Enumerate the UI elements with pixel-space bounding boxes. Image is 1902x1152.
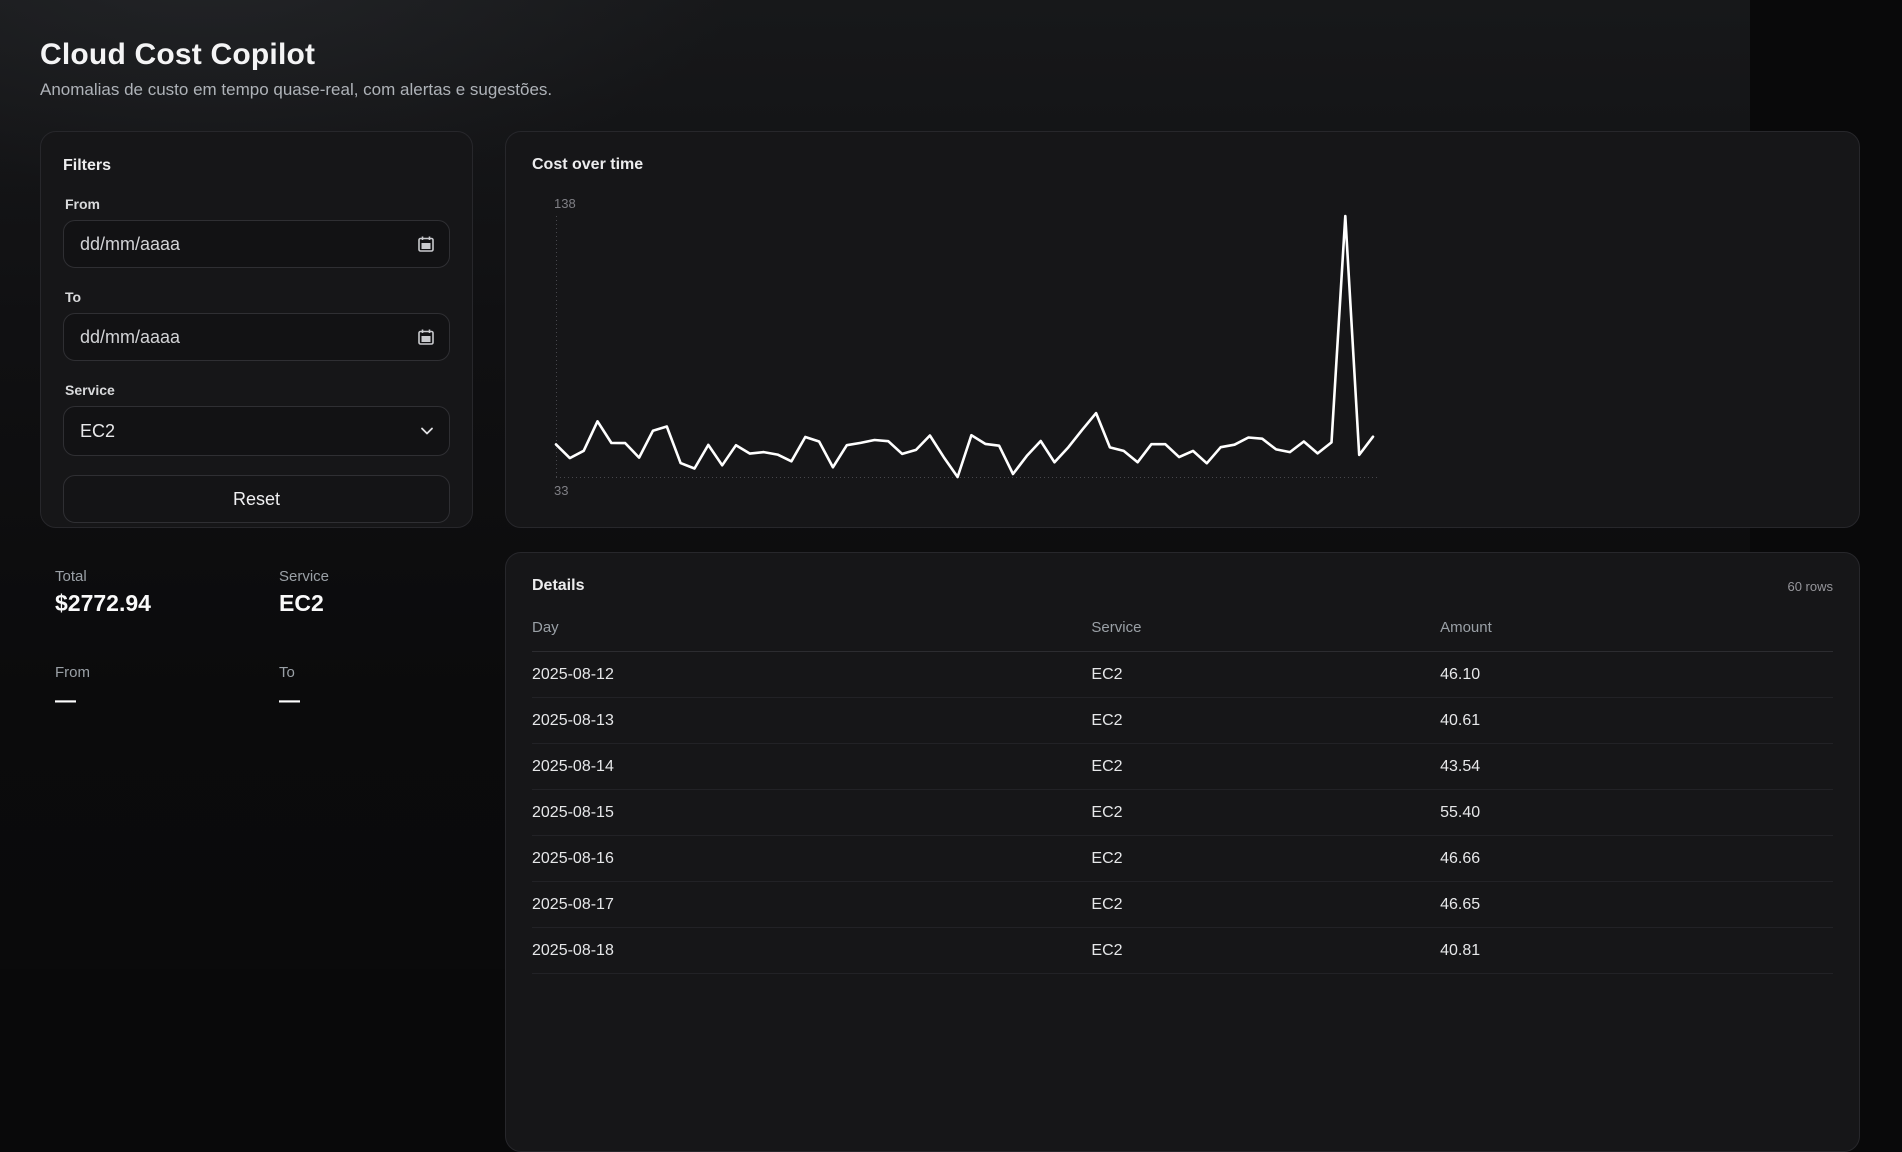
service-cell: EC2	[1091, 651, 1441, 698]
rows-count-badge: 60 rows	[1787, 578, 1833, 594]
to-field-wrap	[63, 313, 450, 361]
details-title: Details	[532, 577, 585, 594]
to-stat-value: —	[279, 689, 300, 712]
chart-title: Cost over time	[532, 156, 644, 173]
calendar-icon[interactable]	[416, 327, 436, 347]
from-label: From	[65, 196, 100, 212]
from-stat-label: From	[55, 664, 90, 681]
day-cell: 2025-08-18	[532, 927, 1092, 974]
table-row: 2025-08-12 EC2 46.10	[532, 651, 1833, 698]
service-cell: EC2	[1091, 927, 1441, 974]
service-select-value: EC2	[80, 420, 116, 441]
table-row: 2025-08-15 EC2 55.40	[532, 789, 1833, 836]
table-header-row: Day Service Amount	[532, 619, 1833, 652]
reset-button[interactable]: Reset	[63, 475, 450, 523]
from-field-wrap	[63, 220, 450, 268]
to-stat: To —	[279, 664, 471, 713]
table-row: 2025-08-17 EC2 46.65	[532, 881, 1833, 928]
amount-cell: 46.10	[1440, 651, 1833, 698]
table-row: 2025-08-18 EC2 40.81	[532, 927, 1833, 974]
cost-over-time-chart: 138 33	[554, 196, 1377, 498]
cost-line	[554, 214, 1375, 479]
service-stat-label: Service	[279, 568, 330, 585]
from-date-input[interactable]	[63, 220, 450, 268]
amount-column-header: Amount	[1440, 619, 1833, 652]
from-stat: From —	[55, 664, 279, 713]
day-cell: 2025-08-12	[532, 651, 1092, 698]
calendar-icon[interactable]	[416, 234, 436, 254]
service-cell: EC2	[1091, 835, 1441, 882]
amount-cell: 46.65	[1440, 881, 1833, 928]
details-table-body: 2025-08-12 EC2 46.10 2025-08-13 EC2 40.61 2025…	[532, 651, 1833, 974]
service-cell: EC2	[1091, 881, 1441, 928]
page-subtitle: Anomalias de custo em tempo quase-real, …	[40, 80, 553, 99]
total-stat: Total $2772.94	[55, 568, 279, 617]
to-date-input[interactable]	[63, 313, 450, 361]
amount-cell: 46.66	[1440, 835, 1833, 882]
service-select[interactable]: EC2	[63, 406, 450, 456]
main-grid: Filters From To	[40, 131, 1860, 1152]
table-row: 2025-08-14 EC2 43.54	[532, 743, 1833, 790]
filters-title: Filters	[63, 157, 112, 174]
day-cell: 2025-08-14	[532, 743, 1092, 790]
day-cell: 2025-08-16	[532, 835, 1092, 882]
amount-cell: 55.40	[1440, 789, 1833, 836]
amount-cell: 43.54	[1440, 743, 1833, 790]
service-cell: EC2	[1091, 697, 1441, 744]
service-column-header: Service	[1091, 619, 1441, 652]
table-row: 2025-08-16 EC2 46.66	[532, 835, 1833, 882]
amount-cell: 40.81	[1440, 927, 1833, 974]
to-label: To	[65, 289, 82, 305]
total-value: $2772.94	[55, 590, 151, 616]
day-column-header: Day	[532, 619, 1092, 652]
to-stat-label: To	[279, 664, 295, 681]
service-stat-value: EC2	[279, 590, 324, 616]
service-cell: EC2	[1091, 743, 1441, 790]
y-axis-max-label: 138	[554, 196, 576, 211]
service-label: Service	[65, 382, 115, 398]
service-stat: Service EC2	[279, 568, 471, 617]
day-cell: 2025-08-15	[532, 789, 1092, 836]
day-cell: 2025-08-13	[532, 697, 1092, 744]
service-cell: EC2	[1091, 789, 1441, 836]
y-axis-min-label: 33	[554, 483, 568, 498]
page-title: Cloud Cost Copilot	[40, 38, 316, 71]
day-cell: 2025-08-17	[532, 881, 1092, 928]
filters-panel: Filters From To	[40, 131, 473, 528]
details-panel: Details 60 rows Day Service Amount 2025-…	[505, 552, 1860, 1152]
page-header: Cloud Cost Copilot Anomalias de custo em…	[40, 38, 1860, 100]
details-table: Day Service Amount 2025-08-12 EC2 46.10 202…	[532, 619, 1833, 974]
amount-cell: 40.61	[1440, 697, 1833, 744]
table-row: 2025-08-13 EC2 40.61	[532, 697, 1833, 744]
summary-stats: Total $2772.94 Service EC2 From — To —	[40, 552, 473, 713]
cost-over-time-panel: Cost over time 138 33	[505, 131, 1860, 528]
total-label: Total	[55, 568, 87, 585]
from-stat-value: —	[55, 689, 76, 712]
chevron-down-icon	[421, 427, 433, 435]
